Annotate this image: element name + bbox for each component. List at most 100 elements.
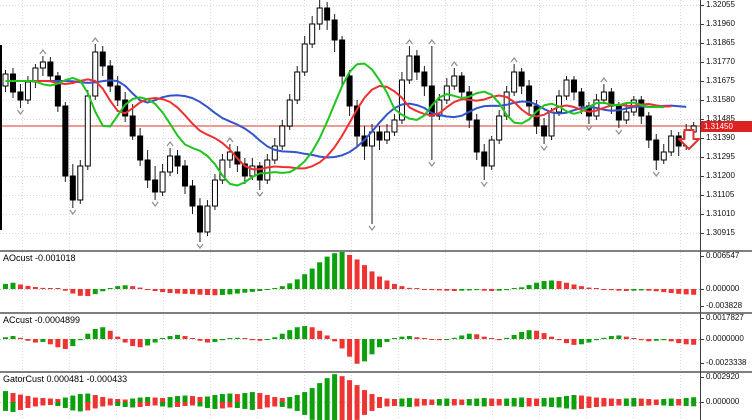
histogram-bar xyxy=(526,398,532,402)
bull-candle xyxy=(159,171,166,193)
sell-signal-arrow-icon xyxy=(678,129,700,150)
histogram-bar xyxy=(182,402,188,406)
histogram-bar xyxy=(324,378,330,402)
current-price-tag: 1.31450 xyxy=(701,121,752,132)
histogram-bar xyxy=(197,397,203,402)
histogram-bar xyxy=(504,398,510,402)
histogram-bar xyxy=(451,402,457,406)
histogram-bar xyxy=(556,397,562,402)
histogram-bar xyxy=(661,402,667,406)
bear-candle xyxy=(54,75,61,107)
panel-gator[interactable] xyxy=(3,374,697,420)
histogram-bar xyxy=(264,395,270,402)
histogram-bar xyxy=(130,398,136,402)
histogram-bar xyxy=(257,339,263,341)
panel-ac[interactable] xyxy=(3,326,697,364)
histogram-bar xyxy=(661,399,667,402)
histogram-bar xyxy=(421,399,427,402)
histogram-bar xyxy=(294,279,300,289)
histogram-bar xyxy=(339,402,345,420)
histogram-bar xyxy=(137,402,143,407)
bear-candle xyxy=(339,39,346,77)
histogram-bar xyxy=(631,289,637,291)
histogram-bar xyxy=(3,391,8,402)
histogram-bar xyxy=(676,399,682,402)
histogram-bar xyxy=(578,395,584,402)
histogram-bar xyxy=(212,395,218,402)
bull-candle xyxy=(92,51,99,97)
histogram-bar xyxy=(406,398,412,402)
panel-ao[interactable] xyxy=(3,251,697,297)
histogram-bar xyxy=(541,402,547,407)
bull-candle xyxy=(84,95,91,167)
histogram-bar xyxy=(391,402,397,406)
histogram-bar xyxy=(130,402,136,408)
histogram-bar xyxy=(3,283,8,289)
histogram-bar xyxy=(354,259,360,289)
histogram-bar xyxy=(219,339,225,341)
histogram-bar xyxy=(354,402,360,420)
histogram-bar xyxy=(332,253,338,289)
bull-candle xyxy=(204,205,211,233)
bear-candle xyxy=(137,135,144,161)
histogram-bar xyxy=(444,398,450,402)
bull-candle xyxy=(309,23,316,45)
histogram-bar xyxy=(47,398,53,402)
histogram-bar xyxy=(414,402,420,407)
histogram-bar xyxy=(242,338,248,339)
histogram-bar xyxy=(511,398,517,402)
histogram-bar xyxy=(623,289,629,291)
histogram-bar xyxy=(377,397,382,402)
histogram-bar xyxy=(70,339,76,347)
histogram-bar xyxy=(541,333,547,339)
histogram-bar xyxy=(489,338,495,339)
histogram-bar xyxy=(638,398,644,402)
histogram-bar xyxy=(272,288,278,289)
histogram-bar xyxy=(115,399,121,402)
histogram-bar xyxy=(691,289,697,295)
histogram-bar xyxy=(661,289,667,293)
histogram-bar xyxy=(309,388,315,402)
histogram-bar xyxy=(354,339,360,364)
bear-candle xyxy=(241,163,248,177)
bear-candle xyxy=(458,75,465,93)
histogram-bar xyxy=(638,289,644,291)
histogram-bar xyxy=(384,402,390,407)
histogram-bar xyxy=(10,393,16,402)
histogram-bar xyxy=(242,289,248,293)
histogram-bar xyxy=(414,288,420,289)
histogram-bar xyxy=(137,339,143,348)
main-price-chart[interactable] xyxy=(0,0,700,249)
histogram-bar xyxy=(204,402,210,408)
histogram-bar xyxy=(504,402,510,406)
histogram-bar xyxy=(496,339,502,341)
histogram-bar xyxy=(317,383,323,402)
histogram-bar xyxy=(279,398,285,402)
histogram-bar xyxy=(646,399,652,402)
histogram-bar xyxy=(511,402,517,407)
histogram-bar xyxy=(496,289,502,291)
bull-candle xyxy=(548,111,555,137)
histogram-bar xyxy=(631,398,637,402)
indicator-label-ac: ACcust -0.0004899 xyxy=(3,315,81,325)
histogram-bar xyxy=(25,396,31,402)
histogram-bar xyxy=(77,402,83,412)
bear-candle xyxy=(196,205,203,233)
histogram-bar xyxy=(332,402,338,420)
bear-candle xyxy=(645,115,652,141)
fractal-up-icon xyxy=(510,57,518,63)
histogram-bar xyxy=(391,283,397,289)
histogram-bar xyxy=(160,402,166,407)
fractal-up-icon xyxy=(166,141,174,147)
histogram-bar xyxy=(77,289,83,296)
histogram-bar xyxy=(294,402,300,411)
histogram-bar xyxy=(481,336,487,339)
histogram-bar xyxy=(294,395,300,402)
bear-candle xyxy=(9,73,16,93)
histogram-bar xyxy=(451,289,457,291)
bear-candle xyxy=(526,85,533,107)
histogram-bar xyxy=(10,336,16,339)
histogram-bar xyxy=(399,286,405,289)
histogram-bar xyxy=(362,339,368,362)
